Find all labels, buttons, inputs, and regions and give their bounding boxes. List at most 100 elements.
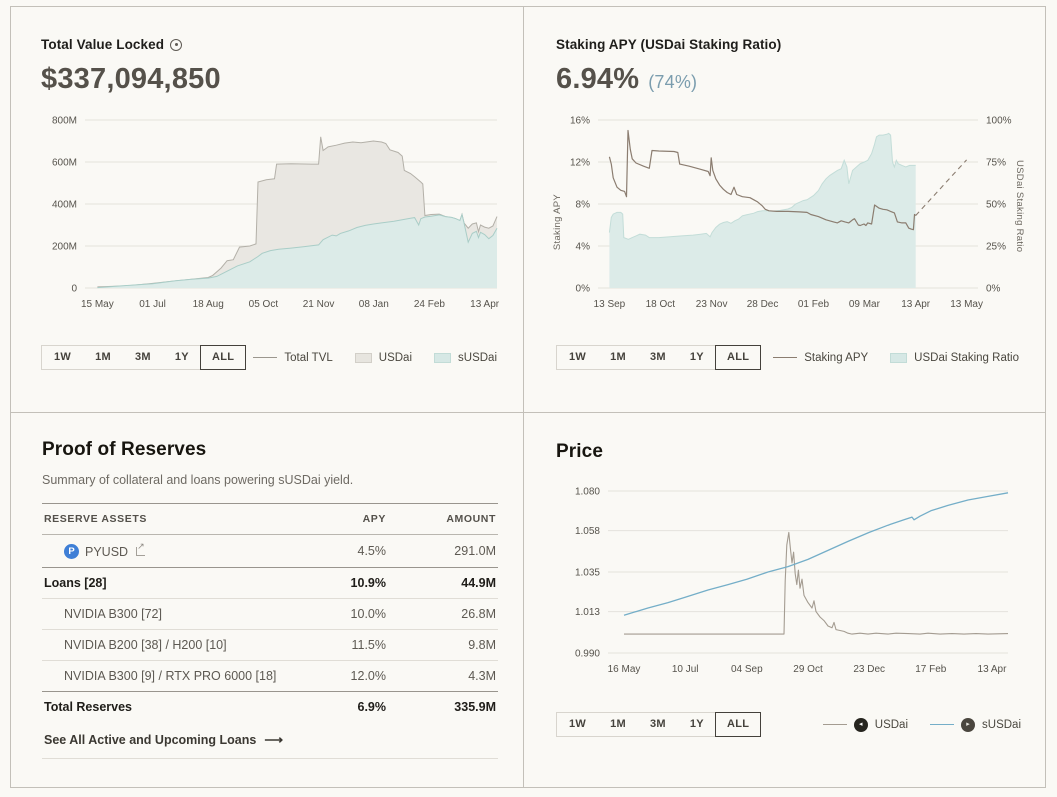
legend-item-susdai: sUSDai: [434, 352, 497, 364]
range-button-all[interactable]: ALL: [714, 345, 762, 370]
asset-label: NVIDIA B200 [38] / H200 [10]: [64, 638, 227, 652]
external-link-icon[interactable]: [136, 541, 146, 556]
col-apy: APY: [296, 503, 388, 535]
svg-text:1.035: 1.035: [575, 568, 600, 579]
legend-label: sUSDai: [458, 351, 497, 364]
svg-text:28 Dec: 28 Dec: [747, 299, 779, 310]
range-button-1m[interactable]: 1M: [598, 713, 638, 736]
price-chart: 1.080 1.058 1.035 1.013 0.990 16 May 10 Jul 04 …: [575, 487, 1009, 675]
asset-apy: 10.0%: [296, 598, 388, 630]
col-amount: Amount: [388, 503, 498, 535]
apy-chart: 16%12%8%4%0%100%75%50%25%0%13 Sep 18 Oct 2…: [570, 116, 1012, 311]
asset-apy: 10.9%: [296, 567, 388, 599]
svg-text:05 Oct: 05 Oct: [249, 299, 279, 310]
asset-name[interactable]: P PYUSD: [64, 541, 146, 559]
svg-text:800M: 800M: [52, 116, 77, 127]
svg-text:21 Nov: 21 Nov: [303, 299, 335, 310]
susdai-token-icon: ▸: [961, 717, 976, 732]
asset-label: Loans [28]: [44, 576, 107, 590]
range-button-3m[interactable]: 3M: [638, 346, 678, 369]
svg-text:13 May: 13 May: [950, 299, 983, 310]
reserve-row-total-reserves: Total Reserves 6.9% 335.9M: [42, 691, 498, 722]
apy-controls: 1W 1M 3M 1Y ALL Staking APY USDai Staking Rat…: [556, 345, 1027, 370]
price-title: Price: [556, 441, 603, 462]
range-button-3m[interactable]: 3M: [123, 346, 163, 369]
asset-apy: 11.5%: [296, 629, 388, 661]
reserves-title: Proof of Reserves: [42, 439, 207, 460]
reserve-row-loans-28: Loans [28] 10.9% 44.9M: [42, 567, 498, 599]
legend-line-icon: [822, 724, 847, 725]
info-icon[interactable]: [170, 38, 183, 51]
price-legend: ◂ USDai ▸ sUSDai: [822, 717, 1021, 732]
panel-total-value-locked: Total Value Locked $337,094,850 800M 600M…: [11, 7, 524, 413]
apy-axis-left-label: Staking APY: [552, 194, 563, 251]
svg-text:08 Jan: 08 Jan: [359, 299, 389, 310]
svg-text:23 Nov: 23 Nov: [696, 299, 728, 310]
svg-text:24 Feb: 24 Feb: [414, 299, 446, 310]
range-button-1w[interactable]: 1W: [557, 713, 598, 736]
legend-label: Staking APY: [804, 351, 869, 364]
svg-text:18 Aug: 18 Aug: [193, 299, 224, 310]
svg-text:600M: 600M: [52, 158, 77, 169]
range-button-all[interactable]: ALL: [199, 345, 247, 370]
svg-text:400M: 400M: [52, 200, 77, 211]
apy-legend: Staking APY USDai Staking Ratio: [773, 352, 1019, 364]
panel-price: Price 1.080 1.058 1.035 1.013 0.990 16 May 10 …: [524, 413, 1045, 787]
asset-apy: 12.0%: [296, 660, 388, 692]
price-controls: 1W 1M 3M 1Y ALL ◂ USDai ▸ sUSDai: [556, 712, 1029, 737]
svg-text:1.080: 1.080: [575, 487, 600, 498]
legend-label: sUSDai: [982, 718, 1021, 731]
asset-label: NVIDIA B300 [9] / RTX PRO 6000 [18]: [64, 669, 277, 683]
asset-amount: 44.9M: [388, 567, 498, 599]
legend-label: USDai Staking Ratio: [914, 351, 1019, 364]
range-button-1m[interactable]: 1M: [598, 346, 638, 369]
svg-text:04 Sep: 04 Sep: [731, 664, 763, 675]
legend-item-usdai: ◂ USDai: [822, 717, 908, 732]
svg-text:13 Apr: 13 Apr: [978, 664, 1008, 675]
apy-chart-wrap: Staking APY 16% 12% 8% 4% 0% 100% 75% 50% 25% 0% 1…: [552, 110, 1027, 323]
staking-ratio-value: (74%): [648, 72, 698, 92]
svg-text:23 Dec: 23 Dec: [853, 664, 885, 675]
legend-item-usdai: USDai: [354, 352, 412, 364]
asset-name: NVIDIA B300 [72]: [64, 607, 162, 621]
svg-text:13 Apr: 13 Apr: [901, 299, 931, 310]
price-range-selector: 1W 1M 3M 1Y ALL: [556, 712, 762, 737]
range-button-1y[interactable]: 1Y: [163, 346, 201, 369]
dashboard-grid: Total Value Locked $337,094,850 800M 600M…: [10, 6, 1046, 788]
range-button-1y[interactable]: 1Y: [678, 346, 716, 369]
price-chart-wrap: 1.080 1.058 1.035 1.013 0.990 16 May 10 Jul 04 …: [556, 479, 1029, 688]
svg-text:75%: 75%: [986, 158, 1006, 169]
apy-label: Staking APY (USDai Staking Ratio): [556, 37, 782, 52]
svg-text:1.058: 1.058: [575, 526, 600, 537]
range-button-1y[interactable]: 1Y: [678, 713, 716, 736]
range-button-1m[interactable]: 1M: [83, 346, 123, 369]
asset-apy: 6.9%: [296, 691, 388, 722]
legend-line-icon: [773, 357, 798, 358]
reserve-row-nvidia-b200-38-h200-10: NVIDIA B200 [38] / H200 [10] 11.5% 9.8M: [42, 629, 498, 661]
range-button-1w[interactable]: 1W: [557, 346, 598, 369]
see-all-loans-link[interactable]: See All Active and Upcoming Loans ⟶: [42, 722, 498, 759]
reserves-subtitle: Summary of collateral and loans powering…: [42, 473, 354, 487]
svg-text:09 Mar: 09 Mar: [849, 299, 881, 310]
range-button-3m[interactable]: 3M: [638, 713, 678, 736]
apy-range-selector: 1W 1M 3M 1Y ALL: [556, 345, 762, 370]
tvl-legend: Total TVL USDai sUSDai: [253, 352, 497, 364]
reserve-row-pyusd: P PYUSD 4.5%291.0M: [42, 534, 498, 568]
reserves-header-row: Reserve Assets APY Amount: [42, 503, 498, 535]
range-button-all[interactable]: ALL: [714, 712, 762, 737]
right-arrow-icon: ⟶: [264, 732, 283, 747]
svg-text:25%: 25%: [986, 242, 1006, 253]
range-button-1w[interactable]: 1W: [42, 346, 83, 369]
legend-item-staking-apy: Staking APY: [773, 352, 868, 364]
pyusd-token-icon: P: [64, 544, 79, 559]
asset-amount: 4.3M: [388, 660, 498, 692]
svg-text:0: 0: [71, 284, 77, 295]
svg-text:16%: 16%: [570, 116, 590, 127]
asset-label: Total Reserves: [44, 700, 133, 714]
svg-text:50%: 50%: [986, 200, 1006, 211]
svg-text:12%: 12%: [570, 158, 590, 169]
svg-text:18 Oct: 18 Oct: [646, 299, 676, 310]
svg-text:100%: 100%: [986, 116, 1012, 127]
legend-line-icon: [930, 724, 955, 725]
legend-swatch-icon: [434, 352, 452, 363]
